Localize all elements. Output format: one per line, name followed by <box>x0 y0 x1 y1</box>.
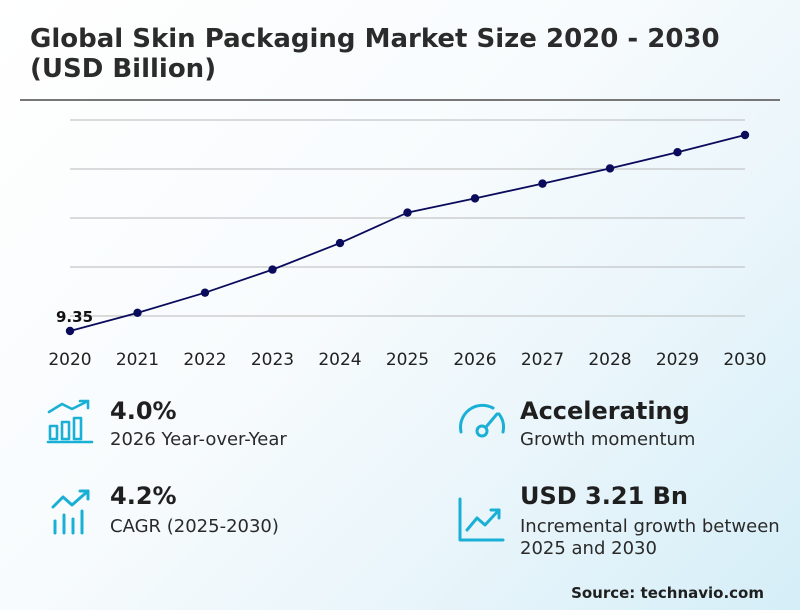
x-tick-label: 2021 <box>116 350 159 370</box>
x-tick-label: 2030 <box>723 350 766 370</box>
kpi-yoy-label: 2026 Year-over-Year <box>110 429 287 450</box>
kpi-incremental-label: Incremental growth between 2025 and 2030 <box>520 516 780 559</box>
x-tick-label: 2020 <box>48 350 91 370</box>
kpi-incremental-value: USD 3.21 Bn <box>520 482 688 510</box>
x-tick-label: 2024 <box>318 350 361 370</box>
data-point <box>470 194 480 203</box>
chart-title: Global Skin Packaging Market Size 2020 -… <box>30 24 720 84</box>
source-credit: Source: technavio.com <box>571 584 764 602</box>
x-tick-label: 2023 <box>251 350 294 370</box>
title-divider <box>20 99 780 101</box>
speedometer-icon <box>459 403 505 438</box>
x-tick-label: 2027 <box>521 350 564 370</box>
kpi-cagr-value: 4.2% <box>110 482 177 510</box>
data-point <box>65 326 75 336</box>
data-point <box>268 265 277 274</box>
line-chart-up-icon <box>458 497 505 542</box>
data-point <box>673 147 682 157</box>
line-chart: 2020 2021 2022 2023 2024 2025 2026 2027 2028 2029… <box>48 119 767 370</box>
x-tick-label: 2025 <box>386 350 429 370</box>
series-line <box>69 134 746 332</box>
data-point <box>740 130 750 140</box>
trend-bars-icon <box>51 489 90 535</box>
kpi-yoy-value: 4.0% <box>110 397 177 425</box>
data-point <box>133 308 142 318</box>
x-tick-label: 2026 <box>453 350 496 370</box>
x-tick-label: 2029 <box>656 350 699 370</box>
data-point <box>605 164 615 173</box>
x-tick-label: 2028 <box>588 350 631 370</box>
data-point <box>335 238 345 248</box>
kpi-momentum-value: Accelerating <box>520 397 690 425</box>
data-point <box>200 288 210 297</box>
bar-chart-growth-icon <box>46 399 94 444</box>
kpi-momentum-label: Growth momentum <box>520 429 696 450</box>
data-point <box>538 179 547 188</box>
data-point <box>403 208 412 217</box>
kpi-cagr-label: CAGR (2025-2030) <box>110 516 279 537</box>
x-tick-label: 2022 <box>183 350 226 370</box>
data-label: 9.35 <box>56 308 93 326</box>
